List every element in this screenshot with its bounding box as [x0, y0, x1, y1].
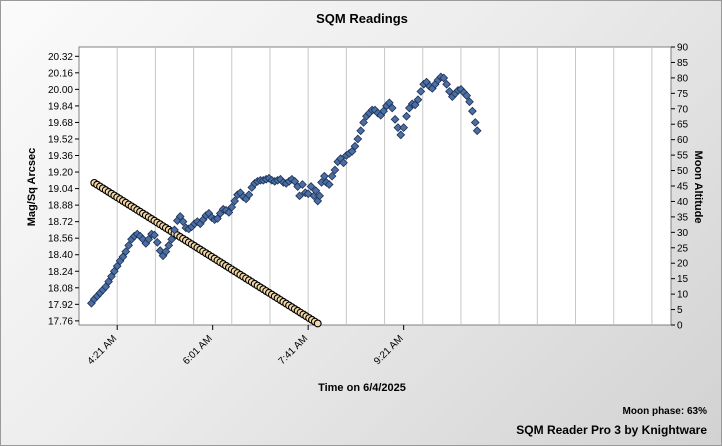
sqm-point	[330, 165, 340, 175]
y-tick-label: 17.92	[48, 300, 73, 311]
y-tick-label: 20.32	[48, 52, 73, 63]
y-tick-label: 18.08	[48, 283, 73, 294]
axes	[75, 46, 675, 330]
y-tick-label: 18.40	[48, 250, 73, 261]
y-axis-label: Mag/Sq Arcsec	[26, 148, 38, 226]
y-tick-label: 19.68	[48, 118, 73, 129]
sqm-point	[413, 95, 423, 105]
sqm-point	[465, 97, 474, 107]
sqm-point	[387, 103, 397, 113]
chart-title: SQM Readings	[316, 11, 408, 26]
sqm-point	[356, 126, 366, 136]
moon-phase-text: Moon phase: 63%	[623, 406, 708, 417]
moon-altitude-series	[90, 178, 322, 328]
y-tick-label: 18.56	[48, 234, 73, 245]
sqm-point	[306, 182, 316, 191]
y2-tick-label: 10	[677, 290, 689, 301]
y-tick-label: 20.00	[48, 85, 73, 96]
sqm-point	[442, 79, 451, 89]
sqm-point	[244, 190, 254, 200]
sqm-point	[167, 234, 176, 244]
sqm-point	[324, 180, 334, 189]
credit-text: SQM Reader Pro 3 by Knightware	[516, 423, 707, 437]
sqm-point	[390, 114, 400, 124]
sqm-point	[161, 247, 171, 256]
sqm-point	[472, 126, 482, 136]
x-tick-label: 9:21 AM	[372, 333, 406, 367]
y-tick-label: 19.20	[48, 168, 73, 179]
y-tick-label: 19.52	[48, 134, 73, 145]
y2-tick-label: 20	[677, 259, 689, 270]
sqm-point	[150, 230, 159, 240]
y2-tick-label: 15	[677, 274, 689, 285]
y2-axis-label: Moon Altitude	[692, 151, 704, 224]
grid-lines	[116, 47, 653, 325]
plot-area-background	[79, 47, 671, 325]
y2-tick-label: 45	[677, 182, 689, 193]
y2-tick-label: 55	[677, 151, 689, 162]
sqm-point	[396, 130, 406, 140]
sqm-point	[152, 237, 162, 247]
sqm-point	[327, 171, 337, 181]
sqm-point	[359, 118, 368, 127]
sqm-point	[393, 123, 403, 132]
sqm-point	[462, 91, 472, 100]
sqm-point	[178, 217, 188, 227]
y2-tick-label: 85	[677, 58, 689, 69]
sqm-point	[121, 247, 131, 256]
y-tick-label: 19.84	[48, 101, 73, 112]
x-tick-label: 7:41 AM	[277, 333, 311, 367]
y2-tick-label: 75	[677, 89, 689, 100]
x-axis-label: Time on 6/4/2025	[318, 382, 406, 394]
x-tick-label: 4:21 AM	[86, 333, 120, 367]
moon-altitude-point	[313, 319, 322, 328]
sqm-point	[439, 73, 449, 83]
y2-tick-label: 30	[677, 228, 689, 239]
sqm-point	[227, 202, 237, 212]
y2-tick-label: 90	[677, 43, 689, 54]
sqm-point	[164, 241, 174, 250]
y-tick-label: 18.88	[48, 201, 73, 212]
sqm-point	[353, 134, 363, 144]
y2-tick-label: 40	[677, 197, 689, 208]
sqm-point	[295, 191, 304, 201]
sqm-series	[87, 72, 482, 308]
sqm-point	[298, 180, 307, 189]
y2-tick-label: 35	[677, 212, 689, 223]
sqm-point	[311, 186, 321, 196]
sqm-point	[470, 118, 480, 127]
sqm-point	[339, 158, 348, 168]
y2-tick-label: 5	[677, 305, 683, 316]
sqm-point	[350, 141, 360, 151]
y2-tick-label: 80	[677, 73, 689, 84]
sqm-point	[303, 189, 313, 199]
y2-tick-label: 70	[677, 104, 689, 115]
sqm-point	[315, 191, 324, 201]
sqm-point	[124, 241, 134, 250]
y-tick-label: 18.24	[48, 267, 73, 278]
x-tick-label: 6:01 AM	[181, 333, 215, 367]
sqm-point	[230, 196, 240, 206]
y-tick-label: 19.36	[48, 151, 73, 162]
y2-tick-label: 50	[677, 166, 689, 177]
sqm-point	[399, 123, 409, 132]
sqm-point	[402, 111, 411, 121]
y2-tick-label: 25	[677, 243, 689, 254]
y2-tick-label: 65	[677, 120, 689, 131]
y2-tick-label: 60	[677, 135, 689, 146]
y-tick-label: 20.16	[48, 68, 73, 79]
y2-tick-label: 0	[677, 321, 683, 332]
sqm-point	[468, 106, 477, 116]
sqm-point	[416, 87, 426, 96]
sqm-point	[170, 225, 179, 235]
y-tick-label: 19.04	[48, 184, 73, 195]
y-tick-label: 18.72	[48, 217, 73, 228]
y-tick-label: 17.76	[48, 316, 73, 327]
